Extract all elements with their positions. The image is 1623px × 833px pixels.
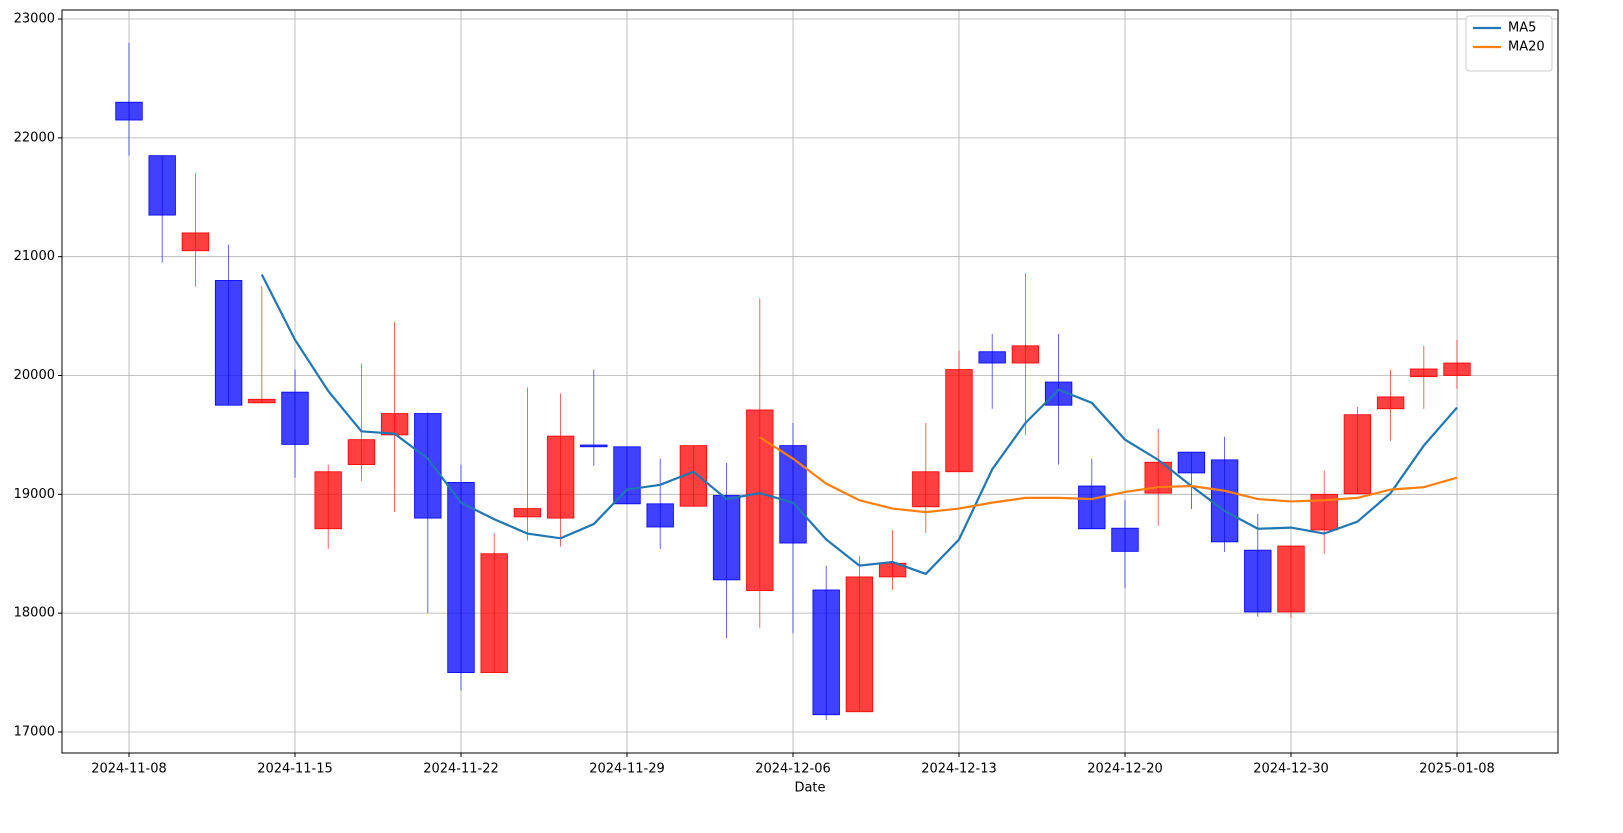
candle-body: [812, 589, 840, 716]
candle-body: [148, 155, 176, 216]
legend-box: [1465, 15, 1553, 72]
candle-body: [1111, 527, 1139, 552]
candle-body: [1210, 459, 1239, 543]
candle-body: [1177, 451, 1206, 474]
candle-body: [580, 444, 608, 448]
candle-body: [1044, 381, 1073, 406]
y-tick-label: 22000: [14, 130, 55, 145]
candle-body: [1011, 345, 1040, 364]
candle-body: [613, 446, 641, 505]
candle-body: [414, 413, 442, 519]
candle-body: [1277, 545, 1305, 613]
candle-body: [1376, 396, 1405, 410]
candle-body: [347, 439, 376, 466]
candle-body: [281, 391, 309, 445]
x-tick-label: 2024-11-15: [257, 762, 333, 777]
candle-body: [1244, 549, 1272, 613]
y-tick-label: 19000: [14, 487, 55, 502]
candle-body: [978, 351, 1006, 364]
candle-body: [1078, 485, 1106, 530]
x-tick-label: 2024-11-29: [589, 762, 665, 777]
candle-body: [447, 482, 475, 673]
legend-label: MA20: [1508, 40, 1545, 55]
legend-label: MA5: [1508, 21, 1536, 36]
x-tick-label: 2024-11-22: [423, 762, 499, 777]
candle-body: [380, 413, 409, 436]
candle-body: [248, 398, 276, 404]
y-tick-label: 21000: [14, 249, 55, 264]
plot-frame: [61, 9, 1559, 754]
candle-body: [513, 508, 542, 518]
x-tick-label: 2025-01-08: [1419, 762, 1495, 777]
y-tick-label: 20000: [14, 368, 55, 383]
y-tick-label: 18000: [14, 606, 55, 621]
ma-line: [759, 436, 1458, 514]
candle-body: [480, 553, 508, 673]
candle-body: [646, 503, 674, 528]
candle-body: [878, 562, 907, 578]
candle-body: [746, 409, 774, 591]
candle-body: [779, 445, 807, 544]
candle-body: [1443, 362, 1471, 376]
x-tick-label: 2024-12-06: [755, 762, 831, 777]
candle-body: [1410, 368, 1438, 378]
candle-body: [181, 232, 210, 252]
x-tick-label: 2024-12-30: [1253, 762, 1329, 777]
candle-body: [945, 369, 973, 473]
candle-body: [1343, 414, 1372, 495]
candle-body: [546, 435, 575, 519]
candle-body: [712, 495, 741, 581]
y-tick-label: 17000: [14, 724, 55, 739]
x-tick-label: 2024-12-20: [1087, 762, 1163, 777]
candle-body: [214, 280, 243, 406]
candle-body: [845, 576, 874, 713]
y-tick-label: 23000: [14, 12, 55, 27]
candle-body: [115, 101, 143, 121]
candle-body: [912, 471, 940, 508]
x-tick-label: 2024-12-13: [921, 762, 997, 777]
x-tick-label: 2024-11-08: [91, 762, 167, 777]
x-axis-label: Date: [794, 781, 825, 796]
ma-line: [260, 274, 1458, 576]
candle-body: [314, 471, 342, 530]
